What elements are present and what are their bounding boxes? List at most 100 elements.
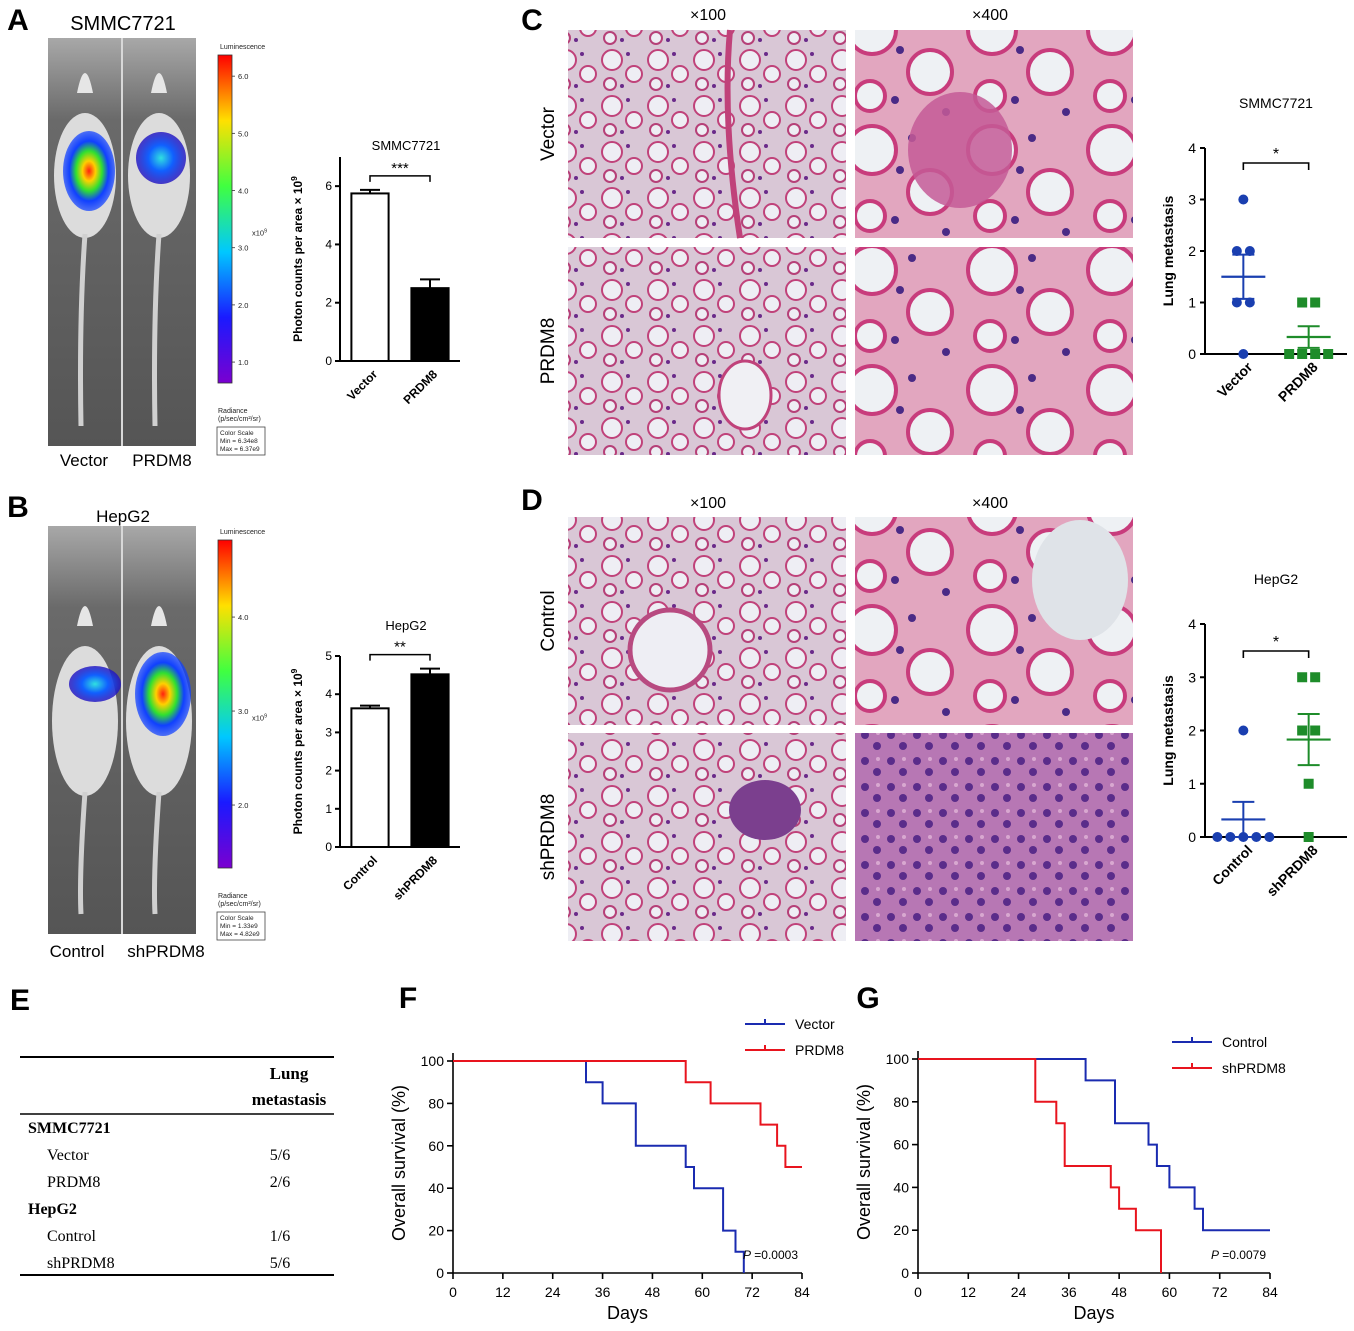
mouse-image-A [48,38,196,446]
y-tick-label: 20 [893,1222,909,1238]
micrograph [855,247,1133,455]
colorbar-tick-label: 4.0 [238,187,248,196]
x-tick-label: 24 [1011,1284,1027,1300]
x-tick-label: Vector [344,367,380,403]
row-label: Vector [538,106,559,161]
x-axis-label: Days [607,1303,648,1323]
data-point [1297,297,1308,308]
y-axis-label: Overall survival (%) [854,1084,874,1240]
x-tick-label: 24 [545,1284,561,1300]
table-row-label: shPRDM8 [47,1255,115,1272]
x-tick-label: PRDM8 [401,367,441,407]
x-tick-label: 0 [449,1284,457,1300]
mouse-tail [152,791,162,915]
y-tick-label: 40 [893,1179,909,1195]
x-tick-label: 48 [645,1284,661,1300]
x-tick-label: shPRDM8 [1263,842,1321,900]
data-point [1303,778,1314,789]
colorbar-tick-label: 4.0 [238,613,248,622]
y-tick-label: 4 [1188,616,1196,632]
table-row-label: Vector [47,1147,89,1164]
y-tick-label: 2 [1188,243,1196,259]
data-point [1264,832,1275,842]
radiance-unit: (p/sec/cm²/sr) [218,901,261,908]
color-scale-title: Color Scale [220,915,254,922]
color-scale-max: Max = 4.82e9 [220,931,260,938]
x-tick-label: 0 [914,1284,922,1300]
superscript: 9 [289,668,299,673]
y-tick-label: 40 [428,1180,444,1196]
panel-title-A: SMMC7721 [70,13,176,35]
y-tick-label: 3 [325,725,332,739]
panel-letter-C: C [521,4,543,37]
data-point [1303,832,1314,842]
histology-C: ×100 ×400 Vector PRDM8 [538,7,1133,455]
bar [410,673,450,848]
luminescence-signal [63,131,115,211]
y-tick-label: 80 [893,1094,909,1110]
x-axis-label: Days [1073,1303,1114,1323]
data-point [1251,832,1262,842]
survival-chart-G-survival: 0 20 40 60 80 100 0 12 24 36 48 60 72 84 Days Overall s… [854,1034,1286,1323]
data-point [1310,672,1321,683]
y-tick-label: 2 [325,764,332,778]
x-tick-label: 72 [744,1284,760,1300]
figure-root: A B C D E F G SMMC7721 Luminescence 6.0 5.0 4.0 3.0 2… [7,4,1347,1323]
data-point [1310,349,1321,359]
magnification-label: ×400 [972,7,1008,24]
color-scale-min: Min = 6.34e8 [220,438,258,445]
radiance-unit: (p/sec/cm²/sr) [218,416,261,423]
color-scale-min: Min = 1.33e9 [220,923,258,930]
y-tick-label: 3 [1188,192,1196,208]
p-value-label: P [1211,1248,1219,1262]
y-axis-label: Lung metastasis [1160,675,1176,786]
bronchiole [627,607,713,693]
mouse-tail [152,233,162,427]
y-tick-label: 0 [1188,346,1196,362]
mouse-tail [78,791,88,915]
magnification-label: ×400 [972,495,1008,512]
legend-label: Control [1222,1034,1267,1050]
x-tick-label: 72 [1212,1284,1228,1300]
x-tick-label: 48 [1111,1284,1127,1300]
colorbar-B: Luminescence 4.0 3.0 2.0 x109 Radiance(p/sec/… [216,529,267,941]
micrograph [568,733,846,941]
radiance-label: Radiance [218,408,248,415]
y-tick-label: 2 [1188,723,1196,739]
data-point [1244,246,1255,256]
y-tick-label: 5 [325,649,332,663]
color-scale-box [216,911,266,941]
y-tick-label: 0 [1188,829,1196,845]
group-label: Control [50,942,105,961]
table-group-name: HepG2 [28,1201,77,1218]
colorbar-exponent: x109 [252,228,267,237]
group-label: PRDM8 [132,451,192,470]
legend-label: Vector [795,1016,835,1032]
data-point [1212,832,1223,842]
row-label: PRDM8 [538,318,559,385]
significance-mark: * [1273,146,1279,163]
data-point [1244,297,1255,308]
y-tick-label: 80 [428,1095,444,1111]
dot-plot-D-scatter: HepG2 0 1 2 3 4 Lung metastasis Control shPRDM8 * [1160,571,1347,899]
legend-label: PRDM8 [795,1042,844,1058]
y-axis-label: Photon counts per area × 109 [289,668,305,834]
panel-letter-E: E [10,984,30,1017]
survival-curve [918,1058,1162,1273]
y-tick-label: 0 [436,1265,444,1281]
colorbar-gradient [217,54,233,384]
y-tick-label: 100 [886,1051,910,1067]
colorbar-gradient [217,539,233,869]
lung-metastasis-table: Lung metastasis SMMC7721 Vector 5/6 PRDM8 2/6 H… [20,1056,334,1276]
bar [350,192,390,362]
bar [410,287,450,362]
y-axis-label: Photon counts per area × 109 [289,176,305,342]
mouse-image-B [48,526,196,934]
micrograph [568,30,846,238]
y-tick-label: 4 [1188,140,1196,156]
data-point [1297,725,1308,736]
bar [350,707,390,848]
data-point [1231,246,1242,256]
bronchiole [717,359,773,431]
significance-mark: *** [391,160,409,177]
